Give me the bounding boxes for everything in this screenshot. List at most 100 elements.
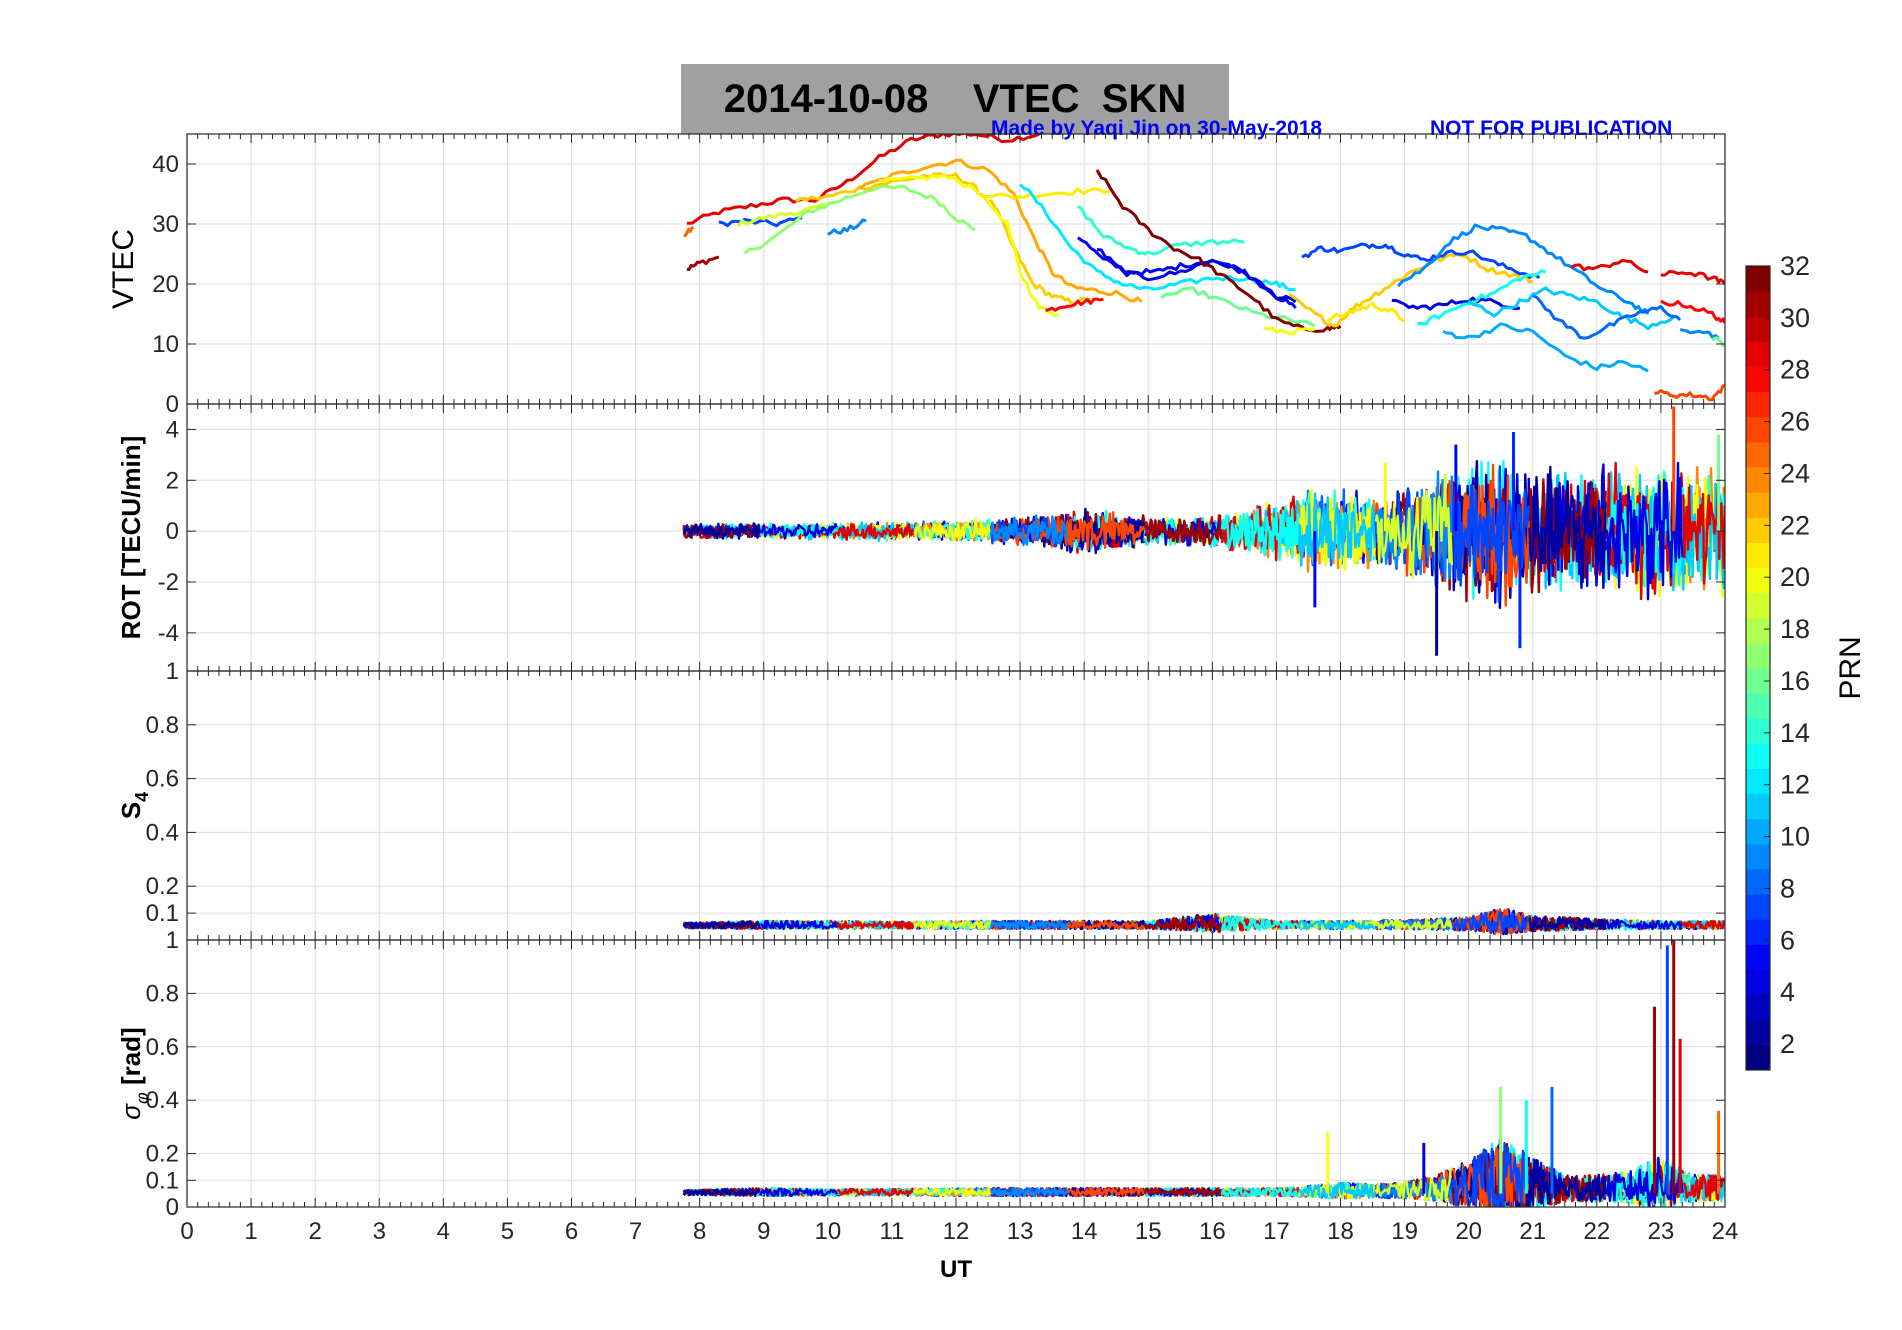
series-trace-prn-31 <box>1143 1186 1223 1198</box>
series-line-prn-10 <box>1442 322 1649 373</box>
series-trace-prn-26 <box>1066 920 1146 931</box>
title-date: 2014-10-08 <box>723 76 929 121</box>
y-tick-label: -2 <box>158 569 179 596</box>
y-tick-label: 2 <box>166 467 179 494</box>
colorbar-swatch <box>1746 693 1770 719</box>
series-trace-prn-29 <box>1682 919 1725 930</box>
colorbar-swatch <box>1746 617 1770 644</box>
colorbar-swatch <box>1746 919 1770 945</box>
x-tick-label: 7 <box>629 1218 642 1245</box>
colorbar-swatch <box>1746 291 1770 317</box>
series-trace-prn-26 <box>1452 463 1530 607</box>
series-trace-prn-19 <box>1374 473 1454 580</box>
x-tick-label: 18 <box>1327 1218 1354 1245</box>
series-line-prn-4 <box>1391 296 1521 311</box>
series-line-prn-20 <box>1263 326 1316 336</box>
colorbar-swatch <box>1746 542 1770 568</box>
series-trace-prn-29 <box>836 920 915 930</box>
y-tick-label: 0 <box>166 1194 179 1221</box>
series-trace-prn-29 <box>836 523 915 541</box>
series-trace-prn-29 <box>836 1187 914 1197</box>
colorbar-tick-label: 22 <box>1780 510 1810 540</box>
y-tick-label: 0.8 <box>146 712 179 739</box>
series-trace-prn-11 <box>1297 492 1377 567</box>
series-trace-prn-29 <box>1220 495 1300 562</box>
colorbar-swatch <box>1746 416 1770 443</box>
series-trace-prn-20 <box>913 920 992 930</box>
series-line-prn-7 <box>1301 242 1541 280</box>
colorbar-swatch <box>1746 366 1770 393</box>
x-tick-label: 8 <box>693 1218 706 1245</box>
y-tick-label: 0.6 <box>146 766 179 793</box>
x-tick-label: 20 <box>1455 1218 1482 1245</box>
series-trace-prn-29 <box>1682 1173 1725 1202</box>
series-trace-prn-31 <box>1143 914 1223 933</box>
x-tick-label: 13 <box>1007 1218 1034 1245</box>
series-line-prn-17 <box>743 184 976 255</box>
colorbar-swatch <box>1746 391 1770 418</box>
series-trace-prn-4 <box>1605 1156 1684 1207</box>
series-trace-prn-2 <box>1528 1158 1607 1207</box>
series-trace-prn-31 <box>1143 514 1223 547</box>
colorbar-tick-label: 20 <box>1780 562 1810 592</box>
y-tick-label: -4 <box>158 620 179 647</box>
x-tick-label: 0 <box>180 1218 193 1245</box>
x-tick-label: 1 <box>244 1218 257 1245</box>
series-trace-prn-2 <box>682 1187 761 1197</box>
colorbar-tick-label: 32 <box>1780 251 1810 281</box>
y-tick-label: 0.1 <box>146 1167 179 1194</box>
x-tick-label: 12 <box>943 1218 970 1245</box>
colorbar-tick-label: 24 <box>1780 458 1810 488</box>
series-line-prn-21 <box>1326 301 1405 323</box>
y-tick-label: 0.2 <box>146 1141 179 1168</box>
y-axis-label: VTEC <box>107 229 140 309</box>
colorbar-tick-label: 2 <box>1780 1029 1795 1059</box>
colorbar-swatch <box>1746 341 1770 367</box>
series-line-prn-22 <box>1288 253 1534 328</box>
series-line-prn-28 <box>1660 299 1725 324</box>
y-tick-label: 1 <box>166 927 179 954</box>
series-trace-prn-2 <box>683 522 761 540</box>
title-station: SKN <box>1101 76 1187 121</box>
x-tick-label: 15 <box>1135 1218 1162 1245</box>
y-axis-label: ROT [TECU/min] <box>116 436 146 640</box>
series-trace-prn-4 <box>759 1187 838 1198</box>
colorbar-swatch <box>1746 642 1770 669</box>
series-trace-prn-7 <box>1451 465 1530 603</box>
y-tick-label: 0.4 <box>146 1087 179 1114</box>
colorbar-label: PRN <box>1834 636 1867 699</box>
colorbar-swatch <box>1746 944 1770 970</box>
series-line-prn-19 <box>736 202 829 228</box>
series-trace-prn-4 <box>1605 461 1684 601</box>
colorbar-tick-label: 14 <box>1780 718 1810 748</box>
series-trace-prn-13 <box>1220 916 1300 932</box>
colorbar-tick-label: 8 <box>1780 873 1795 903</box>
y-tick-label: 10 <box>152 331 179 358</box>
colorbar-swatch <box>1746 994 1770 1021</box>
series-trace-prn-26 <box>1066 511 1146 551</box>
x-tick-label: 22 <box>1583 1218 1610 1245</box>
series-line-prn-4 <box>1096 248 1297 304</box>
x-tick-label: 21 <box>1519 1218 1546 1245</box>
series-line-prn-11 <box>1467 286 1675 331</box>
y-axis-label: σφ [rad] <box>116 1027 152 1119</box>
series-trace-prn-13 <box>1220 1186 1299 1198</box>
x-tick-label: 4 <box>437 1218 450 1245</box>
series-line-prn-20 <box>878 173 1060 317</box>
colorbar-tick-label: 26 <box>1780 407 1810 437</box>
series-group <box>683 134 1725 402</box>
colorbar-swatch <box>1746 1019 1770 1046</box>
x-tick-label: 2 <box>308 1218 321 1245</box>
colorbar-swatch <box>1746 843 1770 870</box>
colorbar-swatch <box>1746 793 1770 820</box>
y-tick-label: 0.4 <box>146 819 179 846</box>
series-line-prn-31 <box>686 255 720 271</box>
y-axis-label: S4 <box>116 792 152 819</box>
series-trace-prn-2 <box>1528 465 1607 589</box>
colorbar-swatch <box>1746 441 1770 468</box>
series-line-prn-21 <box>981 187 1111 200</box>
series-trace-prn-4 <box>759 522 838 540</box>
colorbar-tick-label: 10 <box>1780 822 1810 852</box>
